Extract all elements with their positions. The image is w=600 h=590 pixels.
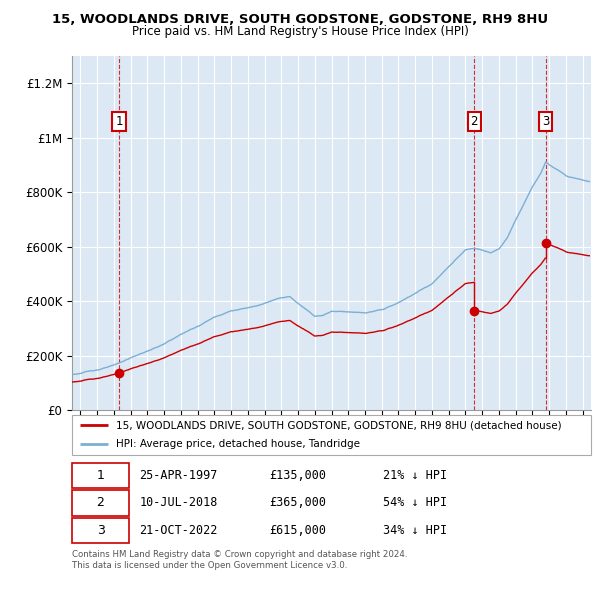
Text: 54% ↓ HPI: 54% ↓ HPI bbox=[383, 496, 448, 510]
Text: 34% ↓ HPI: 34% ↓ HPI bbox=[383, 524, 448, 537]
Text: HPI: Average price, detached house, Tandridge: HPI: Average price, detached house, Tand… bbox=[116, 439, 360, 449]
FancyBboxPatch shape bbox=[72, 517, 129, 543]
Text: 21% ↓ HPI: 21% ↓ HPI bbox=[383, 469, 448, 482]
Text: 25-APR-1997: 25-APR-1997 bbox=[139, 469, 218, 482]
Text: 3: 3 bbox=[542, 115, 550, 128]
Text: 21-OCT-2022: 21-OCT-2022 bbox=[139, 524, 218, 537]
FancyBboxPatch shape bbox=[72, 490, 129, 516]
Text: 2: 2 bbox=[470, 115, 478, 128]
Text: Price paid vs. HM Land Registry's House Price Index (HPI): Price paid vs. HM Land Registry's House … bbox=[131, 25, 469, 38]
Text: This data is licensed under the Open Government Licence v3.0.: This data is licensed under the Open Gov… bbox=[72, 560, 347, 569]
Text: £615,000: £615,000 bbox=[269, 524, 326, 537]
Text: 1: 1 bbox=[97, 469, 104, 482]
Text: 1: 1 bbox=[115, 115, 123, 128]
Text: £365,000: £365,000 bbox=[269, 496, 326, 510]
Text: £135,000: £135,000 bbox=[269, 469, 326, 482]
FancyBboxPatch shape bbox=[72, 463, 129, 489]
Text: 10-JUL-2018: 10-JUL-2018 bbox=[139, 496, 218, 510]
Text: 3: 3 bbox=[97, 524, 104, 537]
Text: 2: 2 bbox=[97, 496, 104, 510]
Text: Contains HM Land Registry data © Crown copyright and database right 2024.: Contains HM Land Registry data © Crown c… bbox=[72, 550, 407, 559]
Text: 15, WOODLANDS DRIVE, SOUTH GODSTONE, GODSTONE, RH9 8HU: 15, WOODLANDS DRIVE, SOUTH GODSTONE, GOD… bbox=[52, 13, 548, 26]
Text: 15, WOODLANDS DRIVE, SOUTH GODSTONE, GODSTONE, RH9 8HU (detached house): 15, WOODLANDS DRIVE, SOUTH GODSTONE, GOD… bbox=[116, 421, 562, 430]
